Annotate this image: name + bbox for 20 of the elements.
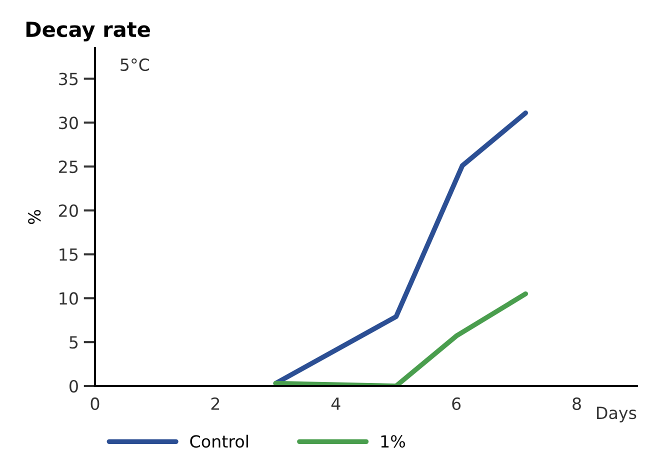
- x-tick-label: 2: [211, 397, 220, 410]
- y-tick-label: 15: [60, 248, 78, 261]
- legend-label: Control: [190, 434, 248, 448]
- x-axis-title: Days: [597, 406, 636, 422]
- chart-title: Decay rate: [26, 22, 150, 42]
- y-tick-label: 0: [70, 380, 78, 393]
- x-tick-label: 0: [90, 397, 100, 410]
- x-tick-label: 8: [572, 397, 581, 410]
- y-tick-label: 5: [70, 336, 78, 349]
- y-tick-label: 10: [60, 292, 78, 305]
- y-tick-label: 35: [59, 72, 78, 86]
- y-axis-title: %: [28, 210, 41, 224]
- line-series: [273, 291, 528, 386]
- y-tick-label: 20: [59, 204, 78, 217]
- x-tick-label: 6: [452, 397, 461, 410]
- y-tick-label: 30: [59, 116, 78, 130]
- annotation: 5°C: [120, 58, 150, 72]
- x-tick-label: 4: [331, 398, 340, 410]
- y-tick-label: 25: [59, 160, 78, 174]
- legend-label: 1%: [381, 435, 406, 448]
